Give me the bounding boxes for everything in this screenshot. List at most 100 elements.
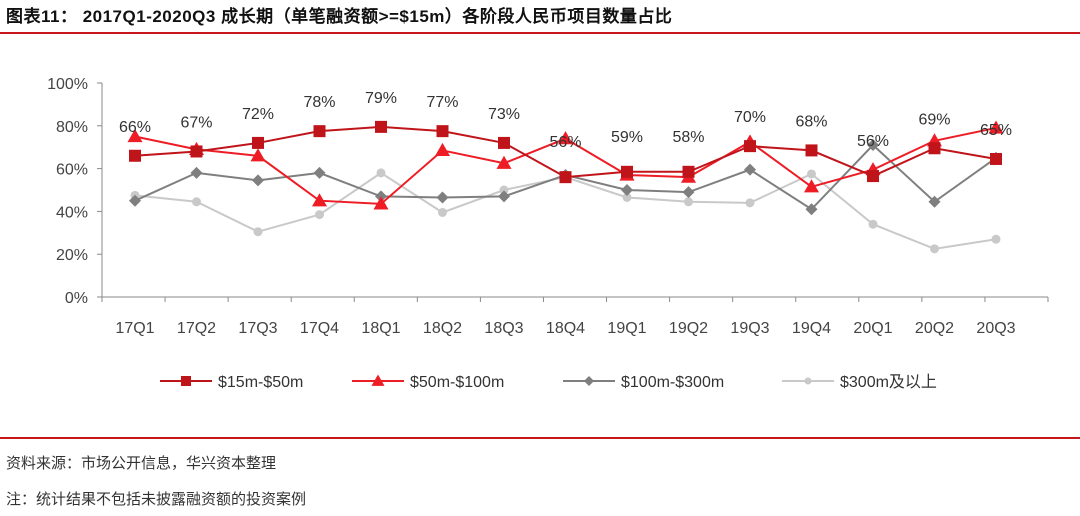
x-tick-label: 19Q1	[607, 320, 646, 337]
data-label: 58%	[672, 129, 704, 146]
y-tick-label: 60%	[56, 162, 88, 179]
data-point	[867, 139, 879, 152]
data-point	[805, 144, 818, 157]
legend-marker	[371, 374, 385, 386]
data-label: 66%	[119, 119, 151, 136]
data-label: 69%	[918, 111, 950, 128]
data-label: 65%	[980, 122, 1012, 139]
data-point	[252, 136, 264, 149]
legend-item-0: $15m-$50m	[160, 374, 303, 391]
footnote: 注：统计结果不包括未披露融资额的投资案例	[6, 491, 307, 508]
y-tick-label: 80%	[56, 119, 88, 136]
title-divider	[0, 32, 1080, 34]
data-point	[190, 145, 203, 158]
data-point	[253, 227, 263, 237]
data-point	[928, 142, 941, 155]
data-point	[129, 149, 141, 162]
data-point	[498, 190, 510, 203]
data-label: 70%	[734, 109, 766, 126]
data-label: 78%	[303, 94, 335, 111]
data-point	[312, 193, 327, 207]
data-point	[558, 131, 573, 145]
data-point	[376, 168, 386, 178]
data-point	[804, 179, 819, 193]
legend-label: $50m-$100m	[410, 374, 504, 391]
data-point	[190, 166, 203, 179]
data-point	[250, 148, 266, 162]
legend-item-2: $100m-$300m	[563, 374, 724, 391]
data-point	[499, 185, 509, 195]
x-tick-label: 17Q4	[300, 320, 339, 337]
data-label: 67%	[180, 114, 212, 131]
data-point	[930, 244, 939, 254]
data-point	[313, 166, 326, 179]
data-point	[436, 191, 449, 204]
x-tick-label: 19Q2	[669, 320, 708, 337]
data-point	[313, 125, 326, 138]
source-note: 资料来源：市场公开信息，华兴资本整理	[6, 455, 277, 472]
data-label: 73%	[488, 106, 520, 123]
legend-marker	[181, 376, 191, 386]
data-point	[435, 142, 450, 157]
data-label: 59%	[611, 129, 643, 146]
x-tick-label: 19Q4	[792, 320, 831, 337]
data-point	[129, 194, 141, 207]
data-label: 72%	[242, 106, 274, 123]
data-point	[622, 192, 632, 202]
y-tick-label: 0%	[65, 290, 88, 307]
data-point	[744, 163, 756, 176]
data-point	[805, 203, 818, 216]
data-point	[496, 155, 512, 169]
data-point	[684, 197, 693, 207]
data-point	[991, 234, 1001, 244]
data-point	[682, 165, 695, 178]
data-point	[990, 152, 1002, 165]
x-tick-label: 17Q1	[115, 320, 154, 337]
data-point	[621, 184, 633, 196]
y-tick-label: 40%	[56, 204, 88, 221]
data-label: 68%	[795, 113, 827, 130]
x-tick-label: 18Q1	[361, 320, 400, 337]
x-tick-label: 17Q3	[238, 320, 277, 337]
data-point	[807, 169, 816, 179]
data-point	[375, 120, 387, 133]
line-chart: 0% 20% 40% 60% 80% 100% 17Q1 17Q2 17Q3 17Q4 18Q1 18…	[47, 76, 1049, 391]
data-point	[192, 197, 201, 207]
y-tick-label: 100%	[47, 76, 88, 93]
legend-label: $100m-$300m	[621, 374, 724, 391]
x-tick-label: 18Q2	[423, 320, 462, 337]
data-point	[436, 125, 449, 138]
data-point	[988, 120, 1004, 134]
series-0	[129, 120, 1002, 184]
x-tick-label: 20Q3	[976, 320, 1015, 337]
legend-marker	[584, 376, 594, 386]
data-point	[682, 186, 695, 199]
chart-data-labels: 66% 67% 72% 78% 79% 77% 73% 56% 59% 58% 70% 68% 56% 6…	[119, 90, 1012, 151]
chart-title: 图表11： 2017Q1-2020Q3 成长期（单笔融资额>=$15m）各阶段人…	[6, 7, 673, 26]
x-tick-label: 18Q4	[546, 320, 585, 337]
chart-legend: $15m-$50m $50m-$100m $100m-$300m $300m及以上	[160, 373, 937, 391]
footer-divider	[0, 437, 1080, 439]
legend-label: $15m-$50m	[218, 374, 303, 391]
x-tick-label: 20Q2	[915, 320, 954, 337]
data-label: 56%	[549, 134, 581, 151]
x-tick-label: 20Q1	[853, 320, 892, 337]
data-point	[373, 196, 389, 210]
legend-label: $300m及以上	[840, 373, 937, 391]
data-point	[252, 174, 264, 187]
data-point	[315, 210, 324, 220]
data-point	[498, 136, 510, 149]
x-tick-label: 19Q3	[730, 320, 769, 337]
data-point	[438, 207, 447, 217]
data-label: 79%	[365, 90, 397, 107]
data-point	[745, 198, 755, 208]
data-point	[744, 140, 756, 153]
data-label: 56%	[857, 133, 889, 150]
legend-item-3: $300m及以上	[782, 373, 937, 391]
data-point	[868, 219, 878, 229]
data-point	[621, 165, 633, 178]
y-tick-label: 20%	[56, 247, 88, 264]
x-tick-label: 18Q3	[484, 320, 523, 337]
series-line	[134, 171, 997, 250]
data-point	[867, 170, 879, 183]
